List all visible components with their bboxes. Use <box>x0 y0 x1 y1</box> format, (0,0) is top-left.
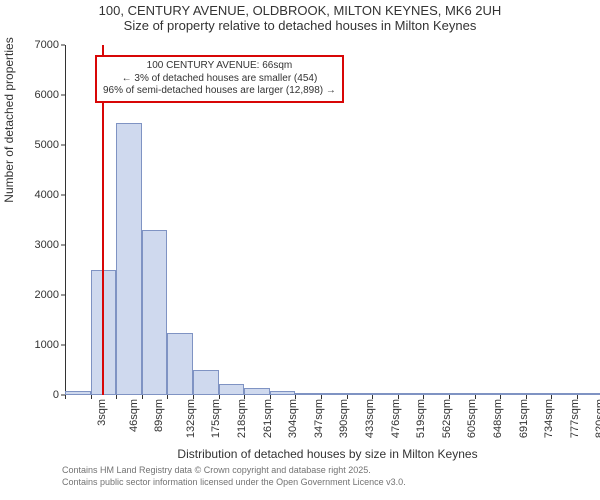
x-tick-label: 519sqm <box>415 399 427 438</box>
x-tick-mark <box>475 395 476 399</box>
histogram-plot: 100 CENTURY AVENUE: 66sqm← 3% of detache… <box>65 45 590 395</box>
histogram-bar <box>193 370 219 395</box>
footer-line-1: Contains HM Land Registry data © Crown c… <box>62 465 406 477</box>
x-tick-mark <box>244 395 245 399</box>
x-tick-label: 734sqm <box>543 399 555 438</box>
x-tick-label: 562sqm <box>441 399 453 438</box>
x-tick-label: 89sqm <box>153 399 165 432</box>
y-axis-line <box>65 45 66 395</box>
x-tick-label: 648sqm <box>492 399 504 438</box>
histogram-bar <box>244 388 270 396</box>
histogram-bar <box>116 123 142 396</box>
y-tick-label: 2000 <box>35 289 59 301</box>
histogram-bar <box>219 384 245 396</box>
callout-line-2: ← 3% of detached houses are smaller (454… <box>103 73 336 86</box>
x-tick-mark <box>91 395 92 399</box>
x-axis: 3sqm 46sqm 89sqm 132sqm 175sqm 218sqm 261sqm 30… <box>65 395 590 450</box>
callout-line-3: 96% of semi-detached houses are larger (… <box>103 85 336 98</box>
y-axis-label: Number of detached properties <box>2 0 16 245</box>
x-tick-label: 46sqm <box>128 399 140 432</box>
x-tick-mark <box>449 395 450 399</box>
x-tick-mark <box>193 395 194 399</box>
x-tick-mark <box>65 395 66 399</box>
footer-line-2: Contains public sector information licen… <box>62 477 406 489</box>
y-tick-label: 3000 <box>35 239 59 251</box>
y-tick-label: 5000 <box>35 139 59 151</box>
y-tick-label: 4000 <box>35 189 59 201</box>
callout-box: 100 CENTURY AVENUE: 66sqm← 3% of detache… <box>95 55 344 103</box>
x-tick-mark <box>551 395 552 399</box>
x-axis-label: Distribution of detached houses by size … <box>65 447 590 461</box>
y-tick-label: 0 <box>53 389 59 401</box>
x-tick-mark <box>398 395 399 399</box>
title-line-2: Size of property relative to detached ho… <box>0 18 600 33</box>
x-tick-label: 261sqm <box>262 399 274 438</box>
x-tick-mark <box>270 395 271 399</box>
x-tick-label: 777sqm <box>569 399 581 438</box>
x-tick-label: 605sqm <box>466 399 478 438</box>
x-tick-label: 476sqm <box>390 399 402 438</box>
x-tick-label: 132sqm <box>185 399 197 438</box>
attribution-footer: Contains HM Land Registry data © Crown c… <box>62 465 406 488</box>
x-tick-mark <box>372 395 373 399</box>
histogram-bar <box>167 333 193 396</box>
x-tick-mark <box>116 395 117 399</box>
x-tick-mark <box>167 395 168 399</box>
y-tick-label: 6000 <box>35 89 59 101</box>
x-tick-mark <box>526 395 527 399</box>
histogram-bar <box>142 230 168 395</box>
callout-line-1: 100 CENTURY AVENUE: 66sqm <box>103 60 336 73</box>
x-tick-label: 820sqm <box>594 399 600 438</box>
chart-container: 100, CENTURY AVENUE, OLDBROOK, MILTON KE… <box>0 0 600 500</box>
x-tick-label: 390sqm <box>338 399 350 438</box>
x-tick-mark <box>500 395 501 399</box>
x-tick-mark <box>295 395 296 399</box>
title-line-1: 100, CENTURY AVENUE, OLDBROOK, MILTON KE… <box>0 3 600 18</box>
x-tick-mark <box>577 395 578 399</box>
x-tick-label: 347sqm <box>313 399 325 438</box>
x-tick-label: 304sqm <box>287 399 299 438</box>
title-block: 100, CENTURY AVENUE, OLDBROOK, MILTON KE… <box>0 0 600 33</box>
x-tick-label: 3sqm <box>96 399 108 426</box>
x-tick-mark <box>321 395 322 399</box>
y-tick-label: 1000 <box>35 339 59 351</box>
y-axis: 01000200030004000500060007000 <box>25 45 65 395</box>
x-tick-mark <box>219 395 220 399</box>
x-tick-label: 433sqm <box>364 399 376 438</box>
x-tick-mark <box>347 395 348 399</box>
x-tick-mark <box>423 395 424 399</box>
y-tick-label: 7000 <box>35 39 59 51</box>
x-tick-mark <box>142 395 143 399</box>
x-tick-label: 175sqm <box>211 399 223 438</box>
x-tick-label: 691sqm <box>518 399 530 438</box>
x-tick-label: 218sqm <box>236 399 248 438</box>
